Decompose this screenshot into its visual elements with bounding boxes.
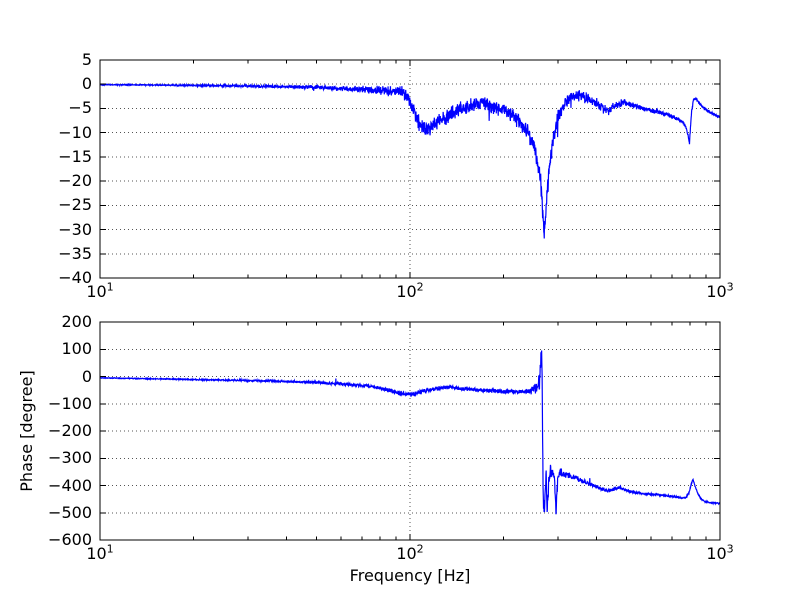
magnitude-curve [100,82,720,239]
magnitude-axes [99,59,721,279]
phase-axes [99,321,721,541]
phase-curve [100,350,720,515]
